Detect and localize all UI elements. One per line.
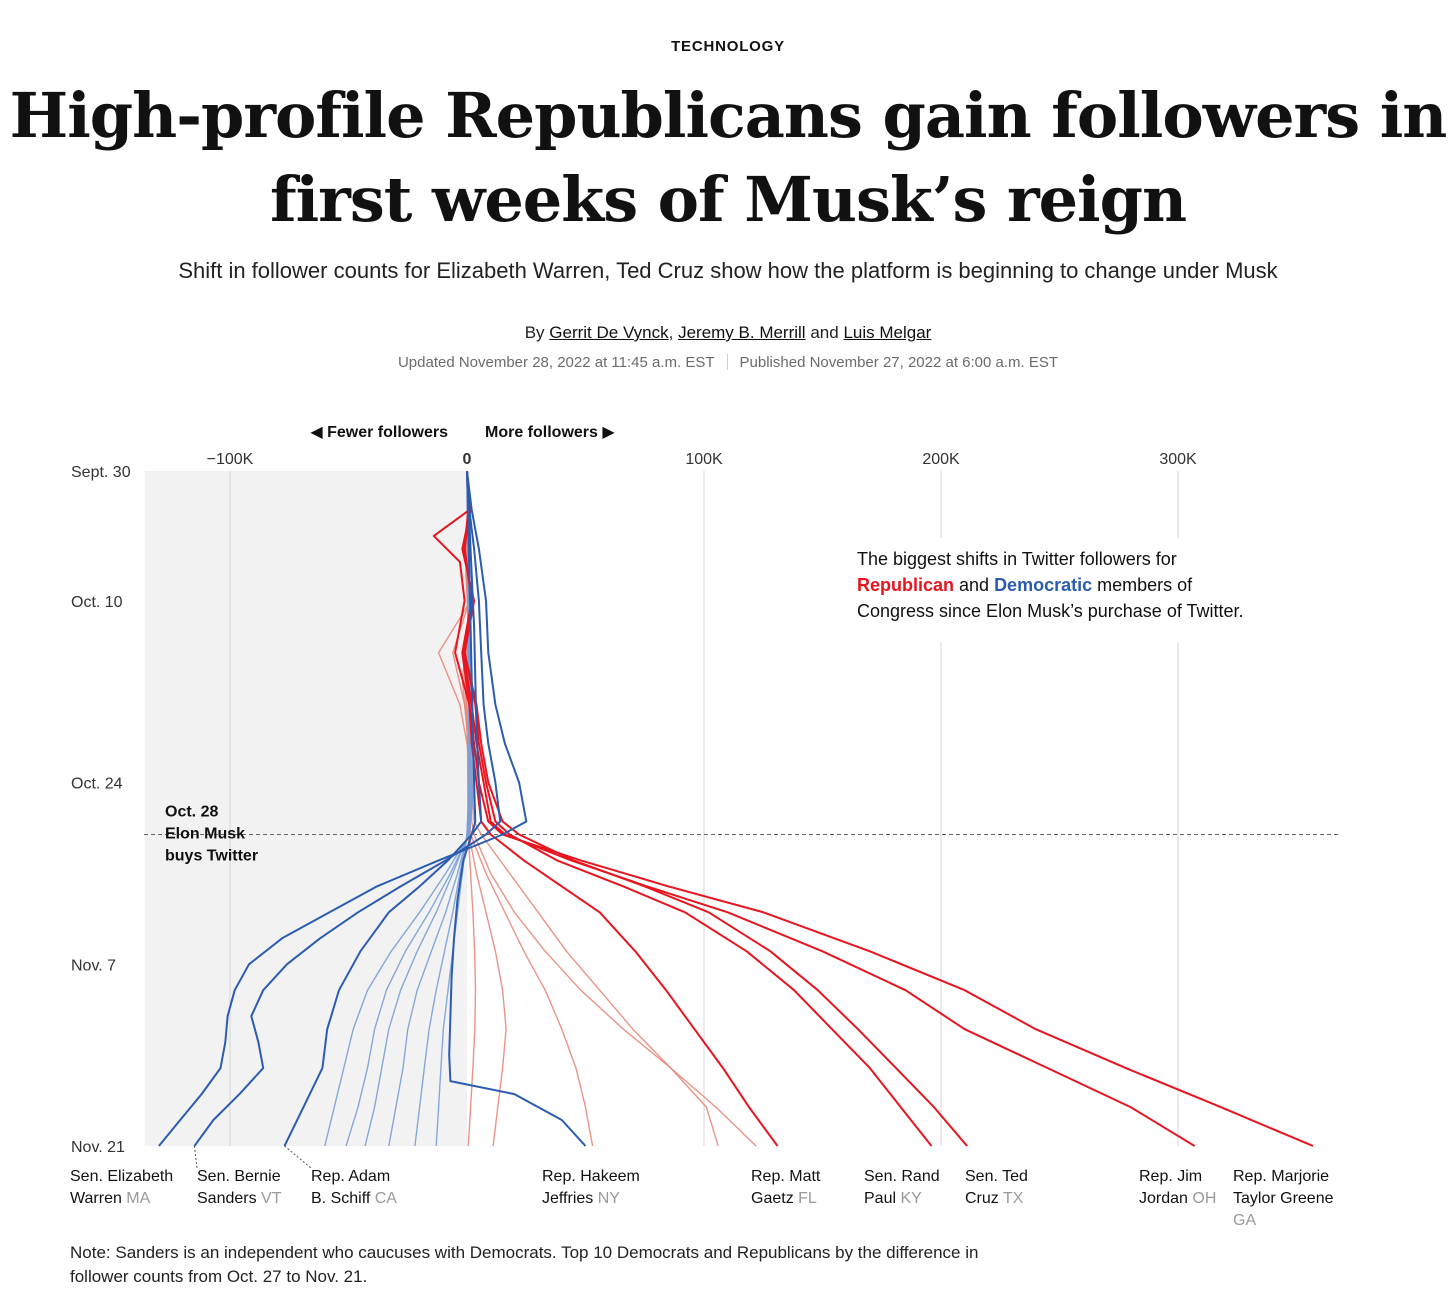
series-line-rep-adam-b-schiff [283,470,483,1147]
series-end-label: B. Schiff CA [311,1190,397,1207]
y-tick-label: Sept. 30 [71,464,131,481]
series-end-label: Taylor Greene [1233,1190,1334,1207]
y-tick-label: Oct. 10 [71,594,123,611]
annotation-members-of: members of [1092,575,1193,595]
x-tick-label: 300K [1159,451,1197,468]
series-state-label: CA [370,1190,397,1207]
annotation-democratic: Democratic [994,575,1092,595]
series-end-label: Cruz TX [965,1190,1024,1207]
author-link-2[interactable]: Jeremy B. Merrill [678,323,806,342]
x-tick-label: 0 [463,451,472,468]
series-end-label: Sen. Rand [864,1168,940,1185]
series-end-label: Rep. Matt [751,1168,821,1185]
series-line-sen-ted-cruz [461,470,968,1147]
author-link-3[interactable]: Luis Melgar [843,323,932,342]
negative-region-shade [144,471,467,1146]
series-line-rep-hakeem-jeffries [448,470,587,1147]
series-end-label: Rep. Marjorie [1233,1168,1329,1185]
series-end-label: Rep. Adam [311,1168,390,1185]
x-tick-label: 100K [685,451,723,468]
event-label: buys Twitter [165,847,258,864]
series-line-sen-elizabeth-warren [158,470,528,1147]
series-state-label: GA [1233,1212,1256,1229]
series-end-label: Sen. Elizabeth [70,1168,173,1185]
series-state-label: FL [794,1190,817,1207]
annotation-line-3: Congress since Elon Musk’s purchase of T… [857,601,1244,621]
series-state-label: MA [122,1190,151,1207]
series-end-label: Gaetz FL [751,1190,817,1207]
author-separator: , [668,323,674,342]
series-end-label: Sen. Bernie [197,1168,281,1185]
series-state-label: NY [593,1190,620,1207]
chart-note: Note: Sanders is an independent who cauc… [70,1243,979,1286]
annotation-and: and [954,575,994,595]
follower-shift-chart: −100K 0 100K 200K 300K ◀ Fewer followers More … [70,424,1338,1229]
series-line-rep-matt-gaetz [461,470,779,1147]
updated-date: Updated November 28, 2022 at 11:45 a.m. … [397,354,715,371]
section-kicker[interactable]: TECHNOLOGY [671,38,785,55]
series-state-label: VT [257,1190,282,1207]
series-end-label: Rep. Jim [1139,1168,1202,1185]
annotation-republican: Republican [857,575,954,595]
series-state-label: KY [896,1190,922,1207]
series-state-label: OH [1188,1190,1216,1207]
series-end-label: Jordan OH [1139,1190,1216,1207]
series-end-label: Sanders VT [197,1190,282,1207]
label-leader-line [284,1145,312,1169]
event-label: Oct. 28 [165,803,218,820]
series-line-sen-rand-paul [462,470,933,1147]
headline-line-2: first weeks of Musk’s reign [269,163,1187,236]
date-divider [726,354,728,370]
headline-line-1: High-profile Republicans gain followers … [9,79,1448,152]
series-end-label: Sen. Ted [965,1168,1028,1185]
series-state-label: TX [999,1190,1024,1207]
byline-prefix: By [524,323,545,342]
annotation-line-1: The biggest shifts in Twitter followers … [857,549,1177,569]
dateline: Updated November 28, 2022 at 11:45 a.m. … [0,354,1456,371]
annotation-line-2: Republican and Democratic members of [857,575,1193,595]
series-end-label: Rep. Hakeem [542,1168,640,1185]
byline: By Gerrit De Vynck, Jeremy B. Merrill an… [0,323,1456,343]
headline: High-profile Republicans gain followers … [0,74,1456,242]
published-date: Published November 27, 2022 at 6:00 a.m.… [739,354,1059,371]
author-and: and [810,323,839,342]
series-end-label: Paul KY [864,1190,922,1207]
fewer-followers-label: ◀ Fewer followers [310,424,448,441]
x-tick-label: 200K [922,451,960,468]
series-end-label: Warren MA [70,1190,151,1207]
more-followers-label: More followers ▶ [485,424,615,441]
series-line-sen-bernie-sanders [193,470,502,1147]
dek: Shift in follower counts for Elizabeth W… [178,258,1278,283]
y-tick-label: Nov. 21 [71,1139,125,1156]
event-label: Elon Musk [165,825,245,842]
label-leader-line [193,1145,198,1169]
y-tick-label: Oct. 24 [71,776,123,793]
author-link-1[interactable]: Gerrit De Vynck [549,323,669,342]
y-tick-label: Nov. 7 [71,957,116,974]
series-line-rep-marjorie-taylor-greene [432,470,1314,1147]
x-tick-label: −100K [207,451,254,468]
series-line-rep-jim-jordan [462,470,1196,1147]
series-end-label: Jeffries NY [542,1190,620,1207]
